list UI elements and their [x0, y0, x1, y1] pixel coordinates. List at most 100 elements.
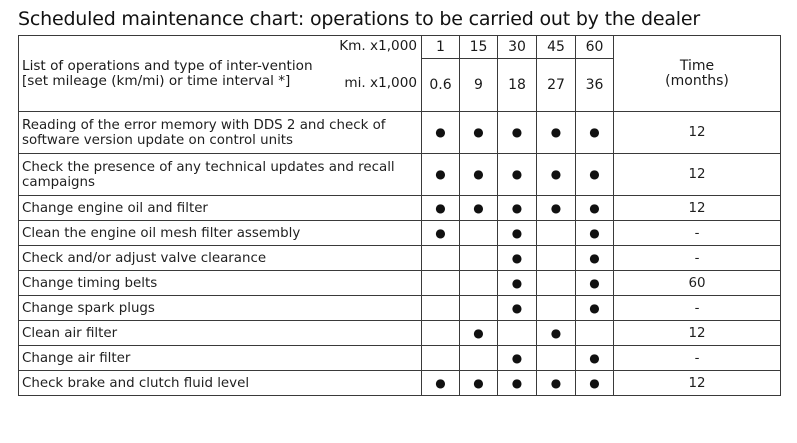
page-title: Scheduled maintenance chart: operations … — [18, 8, 700, 30]
table-row: Change engine oil and filter ● ● ● ● ● 1… — [18, 195, 781, 221]
km-unit-label: Km. x1,000 — [339, 38, 417, 54]
bullet-mark: ● — [421, 220, 460, 246]
bullet-mark — [536, 245, 576, 271]
time-cell: 12 — [613, 111, 781, 154]
time-cell: 12 — [613, 195, 781, 221]
bullet-mark: ● — [497, 245, 537, 271]
bullet-mark — [536, 295, 576, 321]
bullet-mark: ● — [497, 270, 537, 296]
time-cell: 12 — [613, 370, 781, 396]
operation-cell: Check the presence of any technical upda… — [18, 153, 422, 196]
km-interval: 30 — [497, 35, 537, 59]
bullet-mark: ● — [536, 111, 576, 154]
km-interval: 15 — [459, 35, 498, 59]
table-row: Check the presence of any technical upda… — [18, 153, 781, 196]
bullet-mark: ● — [575, 153, 614, 196]
bullet-mark: ● — [536, 195, 576, 221]
operation-cell: Reading of the error memory with DDS 2 a… — [18, 111, 422, 154]
time-cell: - — [613, 345, 781, 371]
bullet-mark: ● — [575, 245, 614, 271]
mi-interval: 36 — [575, 58, 614, 112]
bullet-mark — [459, 220, 498, 246]
operation-cell: Change engine oil and filter — [18, 195, 422, 221]
operation-cell: Change air filter — [18, 345, 422, 371]
table-row: Clean air filter ● ● 12 — [18, 320, 781, 346]
time-cell: - — [613, 245, 781, 271]
bullet-mark — [536, 345, 576, 371]
header-row-km: List of operations and type of inter-ven… — [18, 35, 781, 112]
bullet-mark: ● — [497, 345, 537, 371]
bullet-mark — [536, 270, 576, 296]
operation-cell: Change timing belts — [18, 270, 422, 296]
table-row: Clean the engine oil mesh filter assembl… — [18, 220, 781, 246]
bullet-mark: ● — [536, 320, 576, 346]
bullet-mark — [421, 295, 460, 321]
bullet-mark — [459, 270, 498, 296]
table-row: Change timing belts ● ● 60 — [18, 270, 781, 296]
time-cell: - — [613, 295, 781, 321]
maintenance-table: List of operations and type of inter-ven… — [18, 35, 781, 396]
header-row-mi: 0.6 9 18 27 36 — [19, 58, 781, 112]
bullet-mark: ● — [421, 153, 460, 196]
bullet-mark: ● — [575, 370, 614, 396]
bullet-mark — [497, 320, 537, 346]
table-row: Reading of the error memory with DDS 2 a… — [18, 111, 781, 154]
bullet-mark — [421, 245, 460, 271]
bullet-mark: ● — [459, 153, 498, 196]
bullet-mark — [421, 320, 460, 346]
bullet-mark: ● — [459, 320, 498, 346]
bullet-mark: ● — [536, 153, 576, 196]
table-row: Change air filter ● ● - — [18, 345, 781, 371]
bullet-mark: ● — [497, 111, 537, 154]
bullet-mark: ● — [497, 153, 537, 196]
km-interval: 45 — [536, 35, 576, 59]
operation-cell: Check brake and clutch fluid level — [18, 370, 422, 396]
bullet-mark: ● — [497, 220, 537, 246]
table-row: Check and/or adjust valve clearance ● ● … — [18, 245, 781, 271]
bullet-mark: ● — [459, 111, 498, 154]
header-operations-label: List of operations and type of inter-ven… — [22, 57, 313, 89]
bullet-mark — [459, 295, 498, 321]
operation-cell: Clean air filter — [18, 320, 422, 346]
bullet-mark: ● — [575, 195, 614, 221]
mi-interval: 0.6 — [421, 58, 460, 112]
bullet-mark: ● — [459, 370, 498, 396]
time-cell: 60 — [613, 270, 781, 296]
bullet-mark: ● — [575, 345, 614, 371]
table-row: Check brake and clutch fluid level ● ● ●… — [18, 370, 781, 396]
time-months-label: Time (months) — [665, 57, 729, 89]
bullet-mark: ● — [497, 295, 537, 321]
bullet-mark: ● — [497, 195, 537, 221]
bullet-mark: ● — [536, 370, 576, 396]
bullet-mark: ● — [575, 295, 614, 321]
km-interval: 1 — [421, 35, 460, 59]
time-cell: - — [613, 220, 781, 246]
bullet-mark — [536, 220, 576, 246]
time-months-header: Time (months) — [613, 35, 781, 112]
bullet-mark: ● — [575, 111, 614, 154]
mi-interval: 18 — [497, 58, 537, 112]
operation-cell: Clean the engine oil mesh filter assembl… — [18, 220, 422, 246]
bullet-mark — [421, 345, 460, 371]
mi-interval: 9 — [459, 58, 498, 112]
bullet-mark — [575, 320, 614, 346]
bullet-mark — [459, 245, 498, 271]
operation-cell: Change spark plugs — [18, 295, 422, 321]
mi-unit-label: mi. x1,000 — [344, 75, 417, 91]
bullet-mark: ● — [497, 370, 537, 396]
bullet-mark — [459, 345, 498, 371]
bullet-mark: ● — [421, 195, 460, 221]
bullet-mark: ● — [575, 270, 614, 296]
bullet-mark: ● — [421, 370, 460, 396]
table-row: Change spark plugs ● ● - — [18, 295, 781, 321]
operation-cell: Check and/or adjust valve clearance — [18, 245, 422, 271]
km-interval: 60 — [575, 35, 614, 59]
time-cell: 12 — [613, 153, 781, 196]
bullet-mark — [421, 270, 460, 296]
bullet-mark: ● — [459, 195, 498, 221]
bullet-mark: ● — [421, 111, 460, 154]
header-operations-cell: List of operations and type of inter-ven… — [18, 35, 422, 112]
mi-interval: 27 — [536, 58, 576, 112]
time-cell: 12 — [613, 320, 781, 346]
bullet-mark: ● — [575, 220, 614, 246]
